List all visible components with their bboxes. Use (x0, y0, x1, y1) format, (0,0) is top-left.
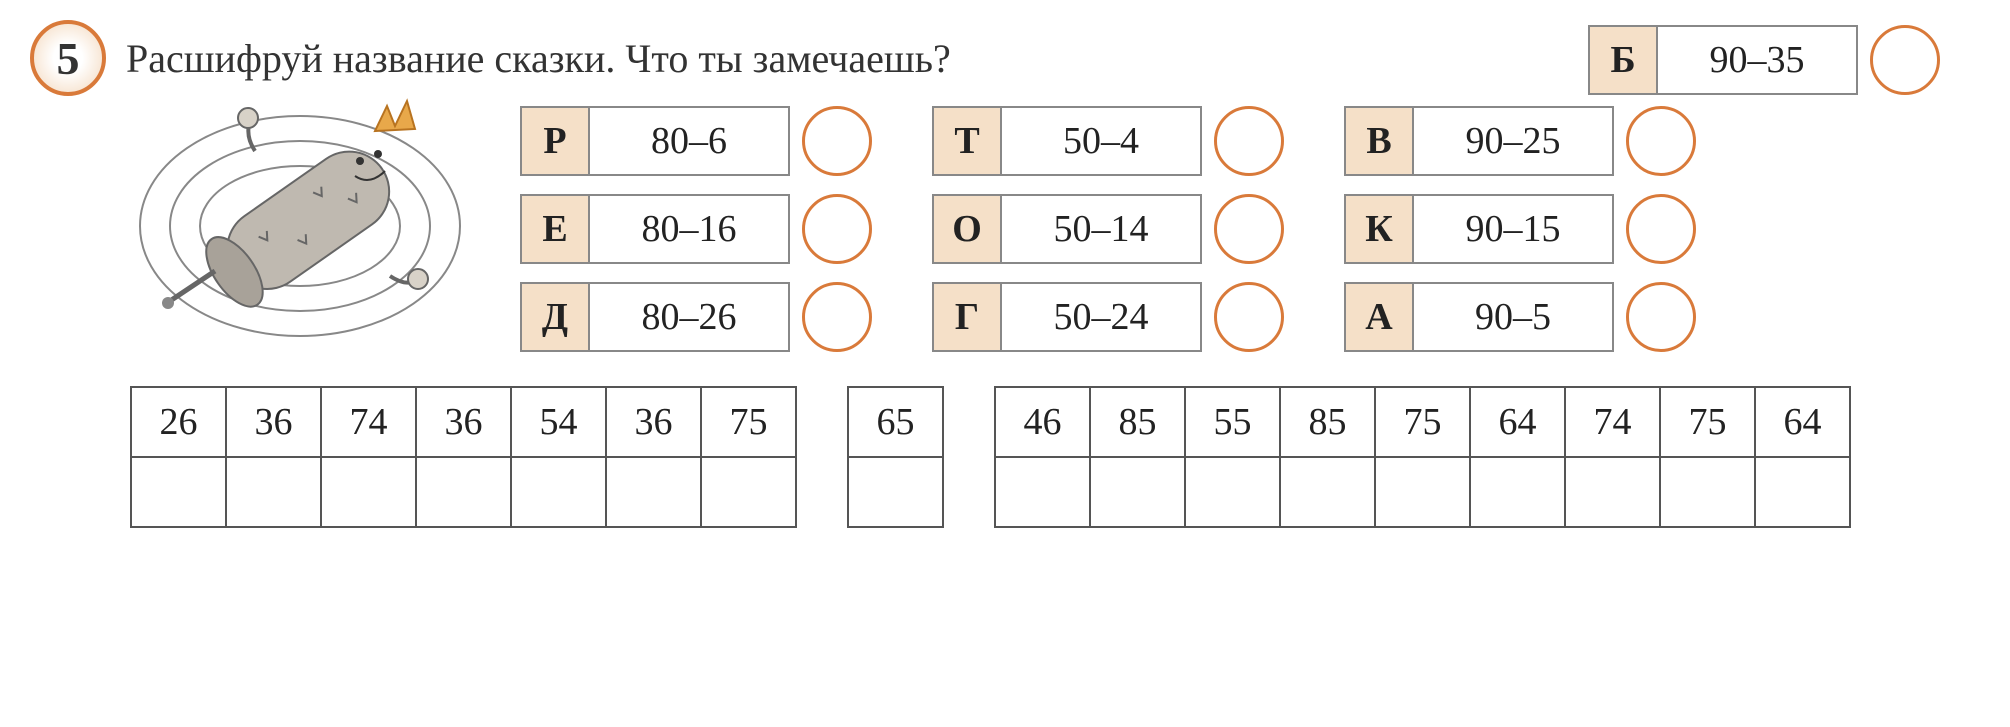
letter-row: Р 80–6 (520, 106, 872, 176)
middle-section: Р 80–6 Е 80–16 Д 80–26 Т 50– (30, 106, 1980, 356)
cipher-table-1: 26 36 74 36 54 36 75 (130, 386, 797, 528)
letter-row: В 90–25 (1344, 106, 1696, 176)
letter-box: Е (520, 194, 590, 264)
cipher-cell: 36 (416, 387, 511, 457)
cartoon-illustration (120, 76, 480, 356)
letter-box: А (1344, 282, 1414, 352)
cipher-cell: 64 (1755, 387, 1850, 457)
cipher-table-2: 65 (847, 386, 944, 528)
cipher-cell: 46 (995, 387, 1090, 457)
letter-column-3: В 90–25 К 90–15 А 90–5 (1344, 106, 1696, 352)
cipher-cell: 64 (1470, 387, 1565, 457)
letter-row: О 50–14 (932, 194, 1284, 264)
answer-circle[interactable] (1626, 106, 1696, 176)
worksheet: 5 Расшифруй название сказки. Что ты заме… (30, 20, 1980, 528)
letter-row: Т 50–4 (932, 106, 1284, 176)
answer-cell[interactable] (416, 457, 511, 527)
cipher-cell: 75 (1660, 387, 1755, 457)
letter-box: Р (520, 106, 590, 176)
cipher-section: 26 36 74 36 54 36 75 65 (130, 386, 1980, 528)
instruction-text: Расшифруй название сказки. Что ты замеча… (126, 35, 951, 82)
cipher-cell: 74 (321, 387, 416, 457)
answer-cell[interactable] (1185, 457, 1280, 527)
letter-row: Е 80–16 (520, 194, 872, 264)
letter-row: К 90–15 (1344, 194, 1696, 264)
letter-row: А 90–5 (1344, 282, 1696, 352)
answer-cell[interactable] (511, 457, 606, 527)
answer-circle[interactable] (802, 194, 872, 264)
cipher-cell: 26 (131, 387, 226, 457)
cipher-table-3: 46 85 55 85 75 64 74 75 64 (994, 386, 1851, 528)
answer-circle[interactable] (802, 282, 872, 352)
expression-box: 50–14 (1002, 194, 1202, 264)
answer-cell[interactable] (131, 457, 226, 527)
cipher-cell: 85 (1280, 387, 1375, 457)
answer-circle[interactable] (1214, 282, 1284, 352)
answer-cell[interactable] (1470, 457, 1565, 527)
answer-cell[interactable] (1565, 457, 1660, 527)
letter-column-2: Т 50–4 О 50–14 Г 50–24 (932, 106, 1284, 352)
expression-box: 90–25 (1414, 106, 1614, 176)
cipher-cell: 75 (1375, 387, 1470, 457)
expression-box: 80–16 (590, 194, 790, 264)
expression-box: 50–4 (1002, 106, 1202, 176)
answer-cell[interactable] (1375, 457, 1470, 527)
letter-box: Т (932, 106, 1002, 176)
expression-box: 90–5 (1414, 282, 1614, 352)
answer-circle[interactable] (1626, 194, 1696, 264)
answer-cell[interactable] (226, 457, 321, 527)
cipher-cell: 55 (1185, 387, 1280, 457)
cipher-cell: 65 (848, 387, 943, 457)
answer-circle[interactable] (1214, 106, 1284, 176)
answer-cell[interactable] (848, 457, 943, 527)
letter-box: Д (520, 282, 590, 352)
answer-cell[interactable] (321, 457, 416, 527)
answer-cell[interactable] (995, 457, 1090, 527)
letter-row-top-right: Б 90–35 (1588, 25, 1940, 95)
answer-cell[interactable] (1755, 457, 1850, 527)
exercise-badge: 5 (30, 20, 106, 96)
answer-circle[interactable] (1870, 25, 1940, 95)
cipher-cell: 36 (226, 387, 321, 457)
letter-row: Д 80–26 (520, 282, 872, 352)
expression-box: 90–15 (1414, 194, 1614, 264)
cipher-cell: 85 (1090, 387, 1185, 457)
expression-box: 50–24 (1002, 282, 1202, 352)
expression-box: 80–26 (590, 282, 790, 352)
expression-box: 90–35 (1658, 25, 1858, 95)
answer-circle[interactable] (802, 106, 872, 176)
cipher-cell: 74 (1565, 387, 1660, 457)
letter-box: Б (1588, 25, 1658, 95)
answer-cell[interactable] (701, 457, 796, 527)
letter-column-1: Р 80–6 Е 80–16 Д 80–26 (520, 106, 872, 352)
letter-box: В (1344, 106, 1414, 176)
badge-number: 5 (57, 32, 80, 85)
answer-cell[interactable] (606, 457, 701, 527)
answer-circle[interactable] (1214, 194, 1284, 264)
answer-cell[interactable] (1090, 457, 1185, 527)
answer-cell[interactable] (1280, 457, 1375, 527)
answer-circle[interactable] (1626, 282, 1696, 352)
expression-box: 80–6 (590, 106, 790, 176)
letter-box: О (932, 194, 1002, 264)
letter-box: Г (932, 282, 1002, 352)
cipher-cell: 36 (606, 387, 701, 457)
letter-columns: Р 80–6 Е 80–16 Д 80–26 Т 50– (520, 106, 1696, 352)
cipher-cell: 54 (511, 387, 606, 457)
letter-row: Г 50–24 (932, 282, 1284, 352)
cipher-cell: 75 (701, 387, 796, 457)
answer-cell[interactable] (1660, 457, 1755, 527)
letter-box: К (1344, 194, 1414, 264)
